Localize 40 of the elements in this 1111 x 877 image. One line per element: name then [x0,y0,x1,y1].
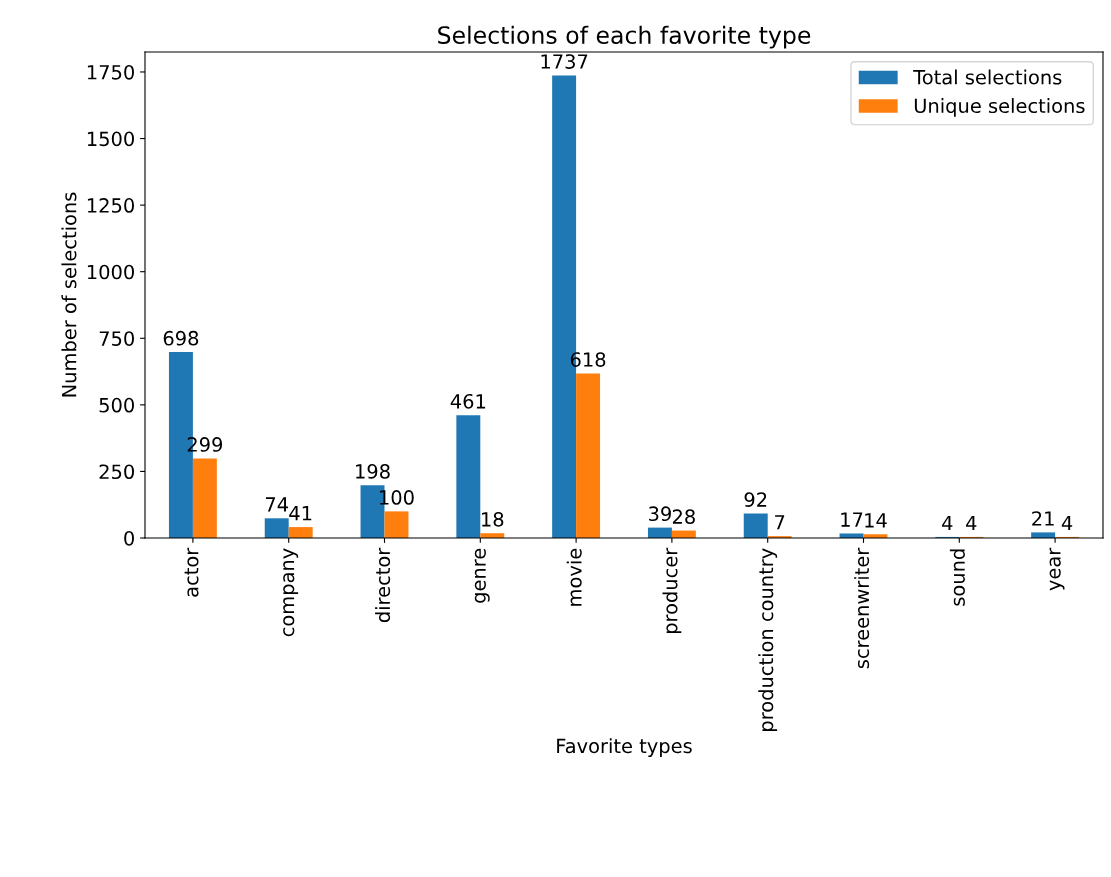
legend-label: Total selections [913,69,1062,85]
data-label: 1737 [541,54,588,69]
data-label: 198 [356,464,390,479]
data-label: 92 [744,492,767,507]
data-label: 4 [1061,515,1073,531]
x-tick-label: genre [474,548,490,603]
data-label: 18 [482,511,504,527]
data-label: 4 [966,515,977,531]
data-label: 41 [289,506,312,521]
x-tick-label: company [283,548,299,637]
x-tick-label: year [1049,547,1065,591]
x-tick-label: director [375,547,391,623]
x-tick-label: movie [566,548,582,606]
x-tick-label: production country [758,548,778,731]
y-tick-label: 1250 [87,198,134,213]
data-label: 698 [163,330,199,346]
data-label: 21 [1032,511,1054,526]
legend-label: Unique selections [914,98,1085,117]
y-tick-label: 1000 [87,264,134,280]
data-label: 39 [649,506,671,522]
y-axis-title: Number of selections [61,192,77,397]
data-label: 7 [775,515,785,530]
y-tick-label: 750 [99,331,134,346]
data-label: 28 [672,509,695,524]
y-tick-label: 500 [99,397,134,413]
data-label: 4 [942,515,953,531]
y-tick-label: 0 [124,530,134,546]
y-tick-label: 1750 [87,64,134,80]
x-tick-label: sound [949,549,965,606]
x-axis-title: Favorite types [557,738,692,758]
x-tick-label: producer [662,547,682,634]
y-tick-label: 1500 [87,131,134,147]
y-tick-label: 250 [99,464,134,480]
data-label: 74 [265,497,289,512]
chart-title: Selections of each favorite type [438,25,811,49]
data-label: 461 [450,393,486,409]
x-tick-label: screenwriter [854,547,870,669]
x-tick-label: actor [184,547,199,597]
data-label: 17 [841,512,863,527]
data-label: 14 [865,513,887,528]
